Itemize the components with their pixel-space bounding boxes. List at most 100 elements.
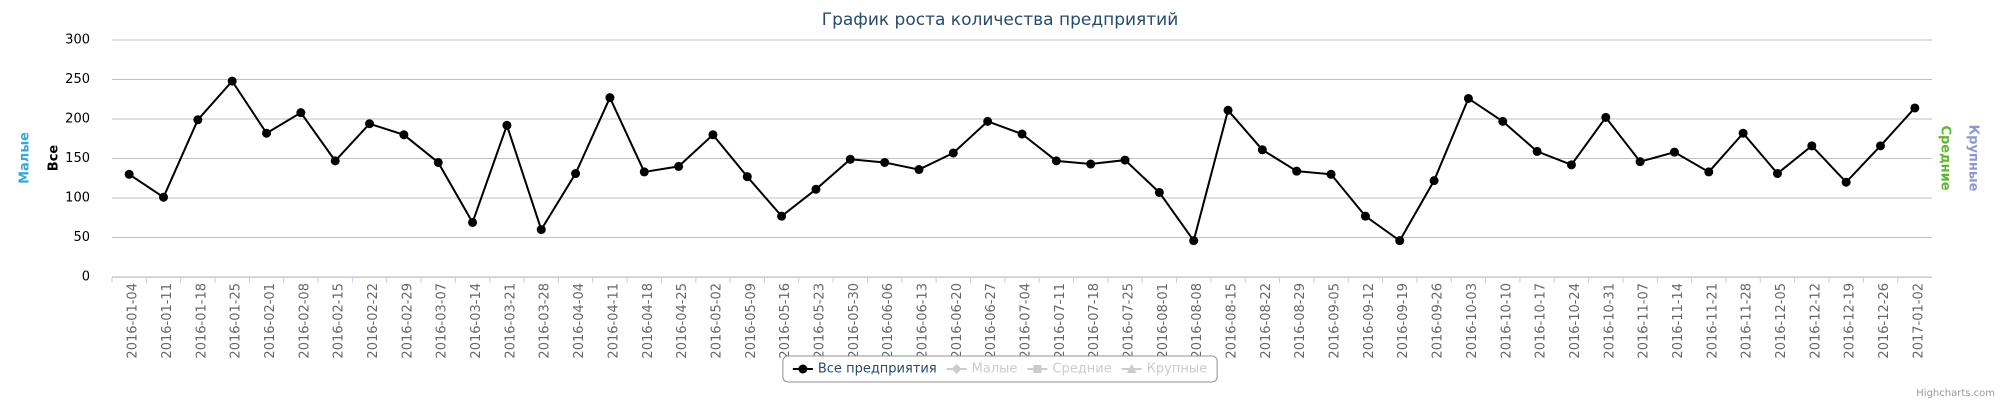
marker [639, 167, 649, 177]
marker [1086, 159, 1096, 169]
marker [948, 148, 958, 158]
marker [1257, 145, 1267, 155]
x-tick-label: 2016-01-11 [160, 283, 175, 359]
marker [1223, 105, 1233, 115]
marker [193, 115, 203, 125]
x-tick-label: 2016-07-11 [1053, 283, 1068, 359]
marker [708, 130, 718, 140]
legend-label[interactable]: Крупные [1147, 362, 1207, 377]
x-tick-label: 2016-02-15 [332, 283, 347, 359]
marker [1910, 103, 1920, 113]
y-axis-title: Крупные [1966, 125, 1981, 192]
y-axis-title: Малые [18, 132, 33, 184]
marker [1463, 93, 1473, 103]
x-tick-label: 2016-10-31 [1602, 283, 1617, 359]
x-tick-label: 2016-04-25 [675, 283, 690, 359]
marker [914, 165, 924, 175]
marker [468, 217, 478, 227]
legend-symbol [1033, 365, 1042, 373]
legend-label[interactable]: Малые [972, 362, 1018, 377]
x-tick-label: 2016-12-19 [1843, 283, 1858, 359]
chart-title: График роста количества предприятий [822, 10, 1179, 30]
x-tick-label: 2016-06-06 [881, 283, 896, 359]
x-tick-label: 2016-08-15 [1225, 283, 1240, 359]
x-tick-label: 2016-02-22 [366, 283, 381, 359]
marker [1566, 160, 1576, 170]
x-tick-label: 2016-05-16 [778, 283, 793, 359]
marker [124, 169, 134, 179]
marker [1429, 176, 1439, 186]
marker [777, 211, 787, 221]
credits[interactable]: Highcharts.com [1916, 388, 1995, 399]
y-tick-label: 300 [65, 33, 90, 48]
x-tick-label: 2016-10-24 [1568, 283, 1583, 359]
marker [571, 169, 581, 179]
y-axis-title: Все [47, 145, 62, 172]
marker [159, 192, 169, 202]
marker [1292, 166, 1302, 176]
legend-symbol [798, 364, 808, 374]
marker [1601, 112, 1611, 122]
marker [502, 120, 512, 130]
x-tick-label: 2016-08-01 [1156, 283, 1171, 359]
legend-label[interactable]: Средние [1052, 362, 1111, 377]
x-tick-label: 2016-11-07 [1637, 283, 1652, 359]
y-tick-label: 100 [65, 191, 90, 206]
x-tick-label: 2017-01-02 [1911, 283, 1926, 359]
marker [605, 93, 615, 103]
y-axis-title: Средние [1938, 125, 1953, 190]
y-tick-label: 250 [65, 72, 90, 87]
legend-label[interactable]: Все предприятия [818, 362, 937, 377]
legend: Все предприятия Малые Средние Крупные [782, 355, 1218, 383]
x-tick-label: 2016-11-14 [1671, 283, 1686, 359]
y-tick-label: 50 [73, 230, 90, 245]
x-tick-label: 2016-08-08 [1190, 283, 1205, 359]
x-tick-label: 2016-07-18 [1087, 283, 1102, 359]
x-tick-label: 2016-02-01 [263, 283, 278, 359]
x-tick-label: 2016-12-26 [1877, 283, 1892, 359]
x-tick-label: 2016-10-03 [1465, 283, 1480, 359]
marker [1017, 129, 1027, 139]
x-tick-label: 2016-05-09 [744, 283, 759, 359]
marker [845, 154, 855, 164]
x-tick-label: 2016-12-05 [1774, 283, 1789, 359]
marker [1807, 141, 1817, 151]
x-tick-label: 2016-04-11 [606, 283, 621, 359]
x-tick-label: 2016-02-29 [400, 283, 415, 359]
x-tick-label: 2016-04-04 [572, 283, 587, 359]
x-tick-label: 2016-07-04 [1019, 283, 1034, 359]
marker [399, 130, 409, 140]
y-tick-label: 200 [65, 112, 90, 127]
marker [1360, 211, 1370, 221]
marker [1772, 169, 1782, 179]
marker [1395, 236, 1405, 246]
x-tick-label: 2016-12-12 [1808, 283, 1823, 359]
marker [742, 172, 752, 182]
marker [262, 128, 272, 138]
marker [1738, 128, 1748, 138]
marker [1154, 187, 1164, 197]
marker [983, 116, 993, 126]
marker [1635, 157, 1645, 167]
x-tick-label: 2016-05-02 [709, 283, 724, 359]
legend-symbol [1126, 364, 1137, 373]
legend-box [782, 355, 1218, 383]
x-tick-label: 2016-03-21 [503, 283, 518, 359]
line [128, 79, 1916, 243]
x-tick-label: 2016-01-18 [194, 283, 209, 359]
x-tick-label: 2016-10-17 [1534, 283, 1549, 359]
marker [674, 161, 684, 171]
x-tick-label: 2016-06-13 [915, 283, 930, 359]
x-tick-label: 2016-05-23 [812, 283, 827, 359]
marker [1189, 236, 1199, 246]
marker [1498, 116, 1508, 126]
marker [1704, 167, 1714, 177]
marker [1841, 177, 1851, 187]
x-tick-label: 2016-08-29 [1293, 283, 1308, 359]
x-tick-label: 2016-04-18 [641, 283, 656, 359]
x-tick-label: 2016-09-12 [1362, 283, 1377, 359]
x-tick-label: 2016-05-30 [847, 283, 862, 359]
x-tick-label: 2016-07-25 [1122, 283, 1137, 359]
x-tick-label: 2016-06-27 [984, 283, 999, 359]
